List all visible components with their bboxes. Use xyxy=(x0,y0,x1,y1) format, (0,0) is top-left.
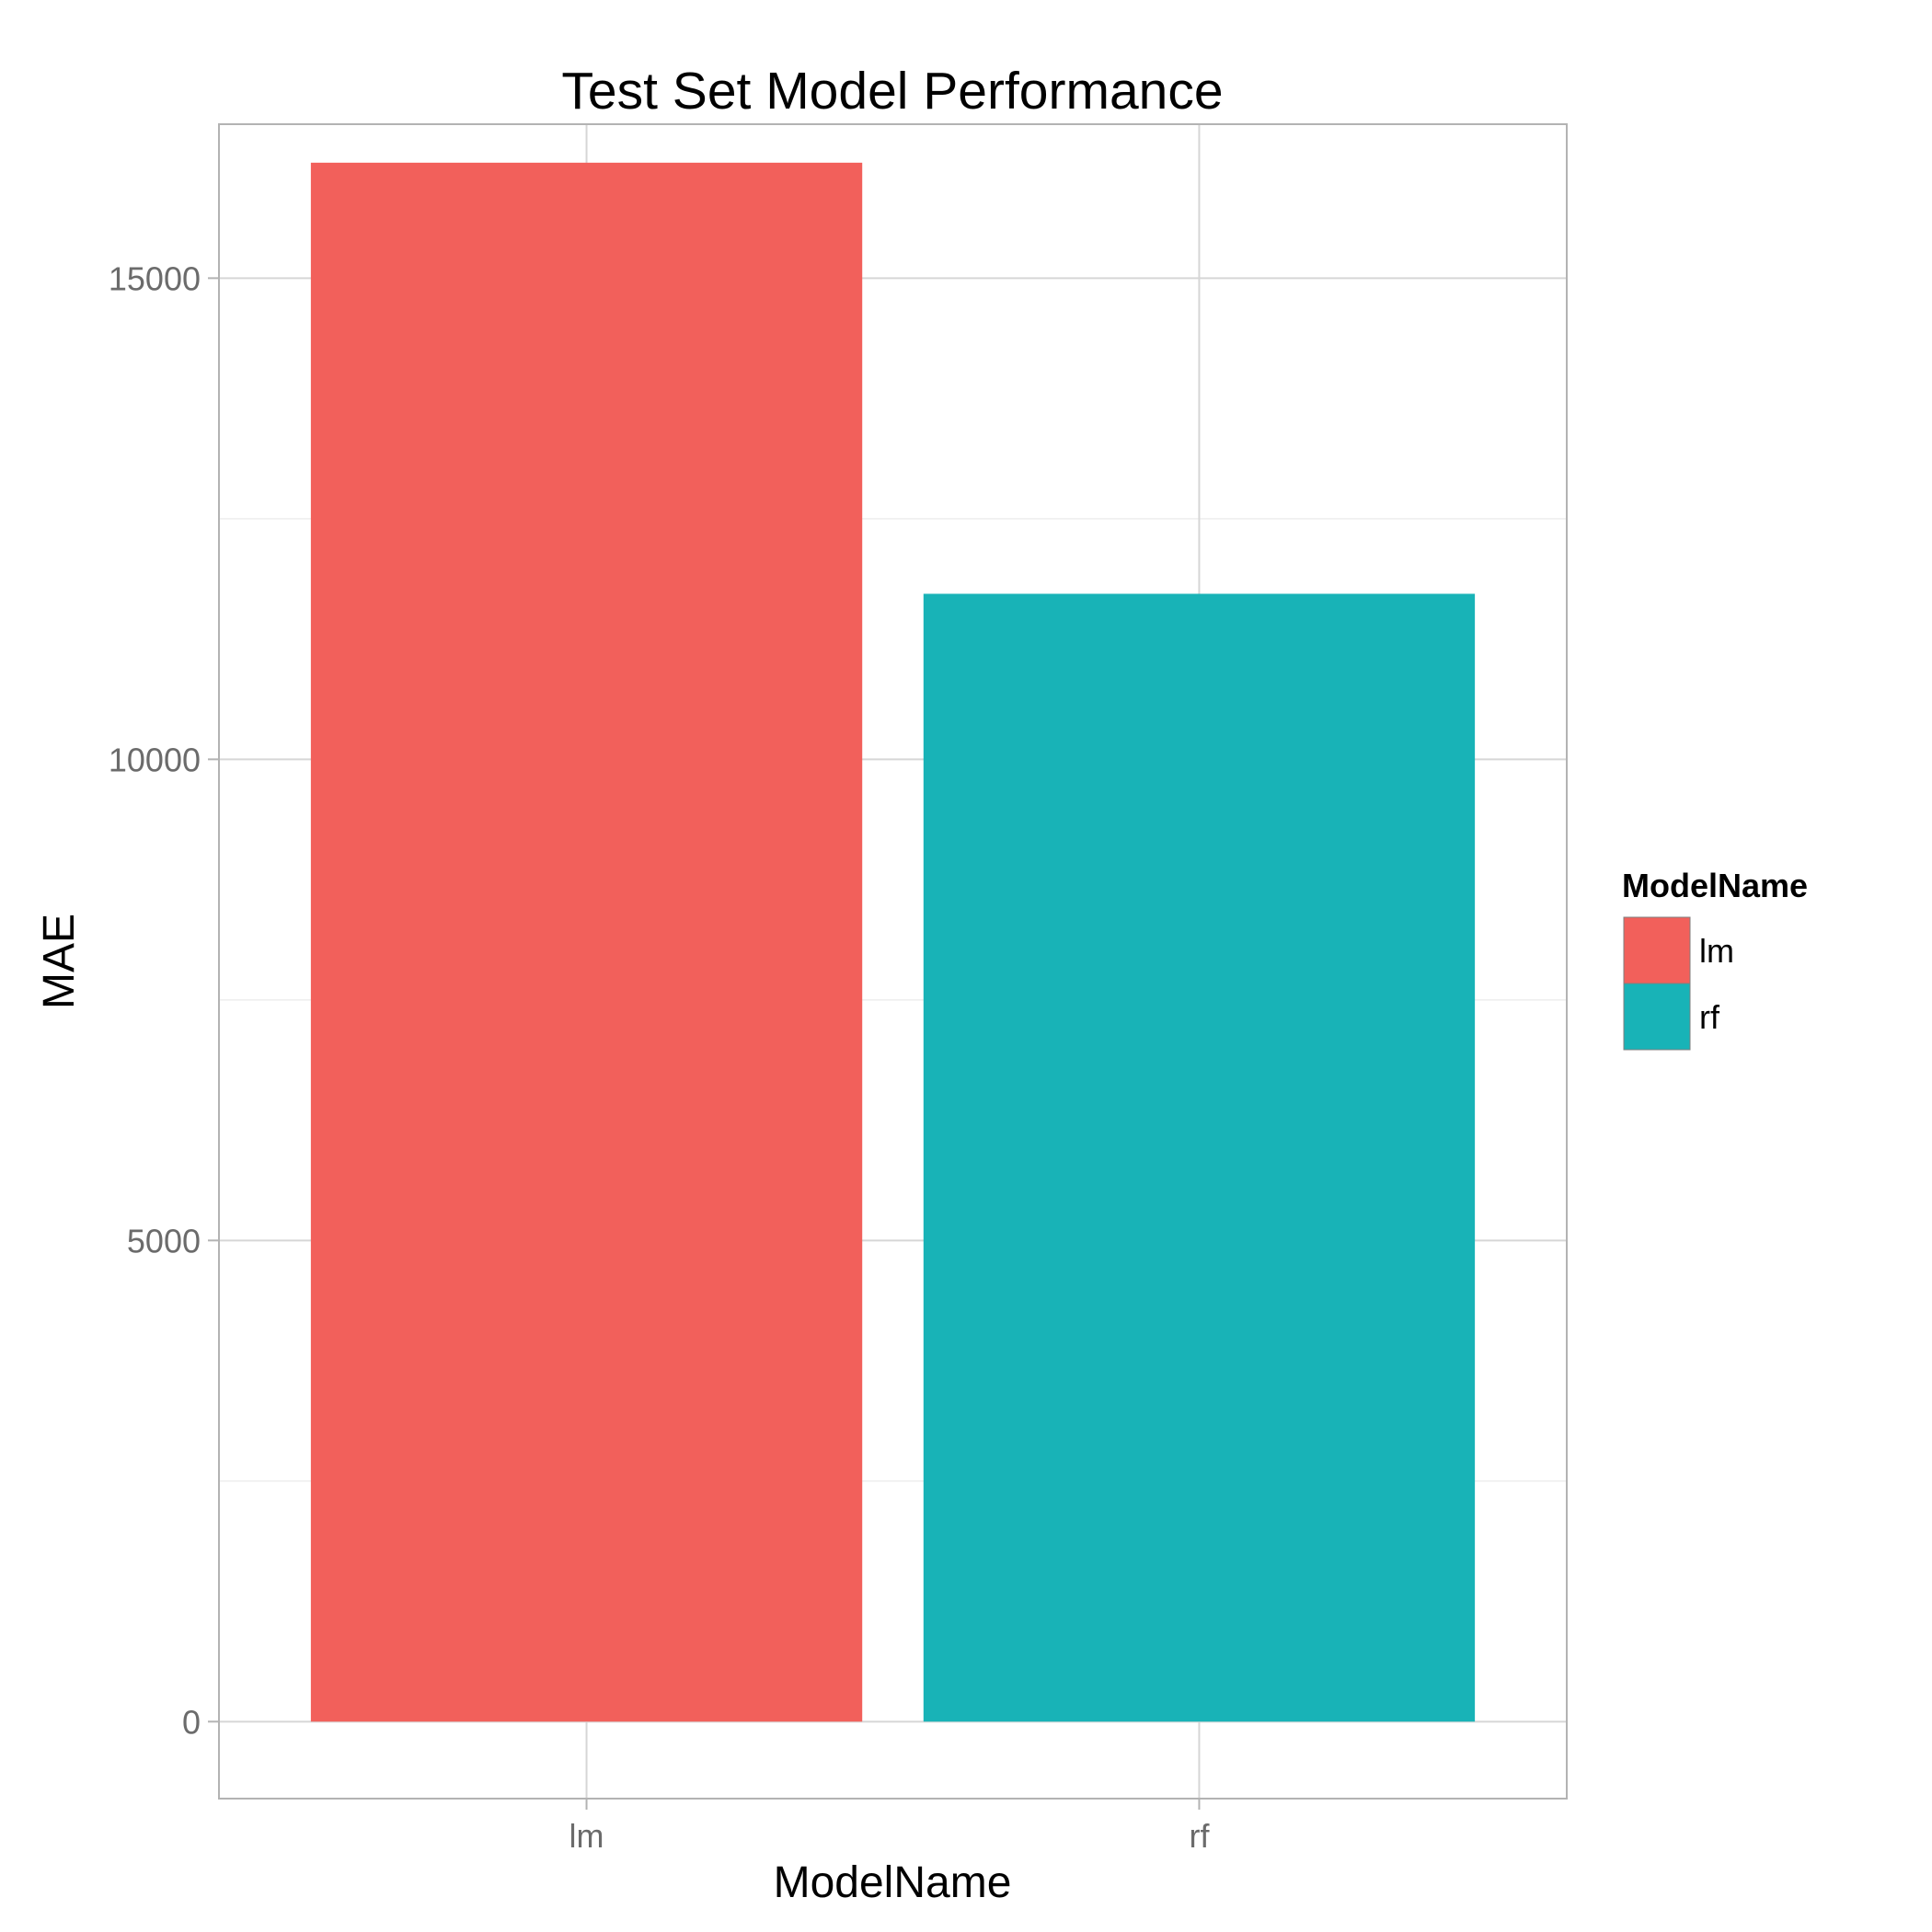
legend-label-lm: lm xyxy=(1699,932,1734,970)
y-tick-label: 5000 xyxy=(127,1222,201,1259)
y-tick-label: 10000 xyxy=(109,741,201,778)
axes: 0 5000 10000 15000 lm rf xyxy=(109,259,1211,1855)
legend-key-rf xyxy=(1623,983,1691,1051)
y-tick-label: 15000 xyxy=(109,259,201,297)
chart-title: Test Set Model Performance xyxy=(561,62,1223,121)
x-tick-label: rf xyxy=(1189,1817,1210,1855)
legend-label-rf: rf xyxy=(1699,998,1720,1036)
bars xyxy=(310,162,1476,1722)
bar-lm xyxy=(310,162,863,1722)
y-tick-label: 0 xyxy=(182,1703,201,1741)
legend-items: lm rf xyxy=(1623,916,1734,1051)
plot-border xyxy=(218,123,1568,1800)
bar-rf xyxy=(923,593,1476,1722)
x-tick-label: lm xyxy=(569,1817,604,1855)
legend-title: ModelName xyxy=(1622,867,1808,904)
legend: ModelName lm rf xyxy=(1622,867,1808,1051)
x-axis-title: ModelName xyxy=(774,1858,1012,1907)
legend-key-lm xyxy=(1623,916,1691,984)
y-axis-title: MAE xyxy=(35,914,84,1009)
